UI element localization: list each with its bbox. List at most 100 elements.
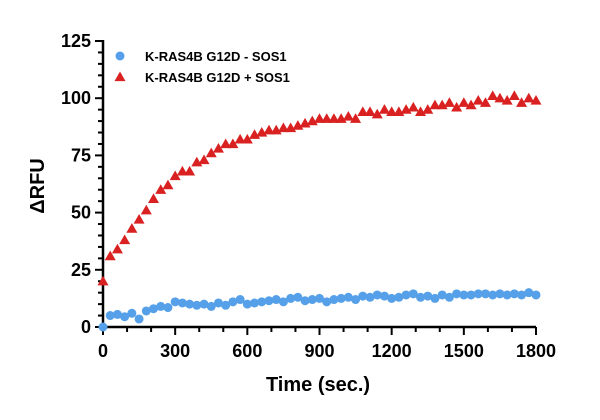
data-point [264,296,274,306]
data-point [307,295,317,305]
data-point [350,113,362,123]
data-point [271,295,281,305]
data-point [199,299,209,309]
data-point [357,106,369,117]
legend-label: K-RAS4B G12D + SOS1 [145,70,290,85]
x-tick-label: 300 [160,341,190,361]
data-point [234,133,246,144]
data-marks [97,90,542,332]
data-point [423,291,433,301]
data-point [371,108,383,119]
data-point [192,300,202,310]
x-tick-label: 1500 [444,341,484,361]
data-point [315,293,324,303]
data-point [321,113,333,123]
data-point [408,289,418,299]
x-axis-title: Time (sec.) [266,374,370,396]
data-point [508,90,520,101]
legend-marker [114,71,126,82]
data-point [422,104,434,114]
data-point [148,193,160,203]
data-point [177,298,187,308]
data-point [473,289,483,299]
data-point [416,292,426,302]
data-point [221,300,231,310]
x-tick-label: 600 [232,341,262,361]
data-point [509,289,519,299]
y-tick-label: 0 [81,317,91,337]
data-point [387,293,397,303]
data-point [314,113,325,123]
data-point [336,293,346,303]
data-point [342,111,354,121]
y-tick-label: 125 [61,31,91,51]
data-point [112,309,122,319]
axis-ticks: 0 25 50 75 100 125 0 300 600 900 1200 1500 1800 [61,31,556,361]
data-point [443,97,455,107]
series-2 [97,90,542,286]
data-point [206,301,216,311]
data-point [329,295,339,305]
data-point [286,293,296,303]
data-point [277,122,289,133]
data-point [343,292,353,302]
data-point [133,213,145,224]
data-point [170,297,180,307]
x-tick-label: 900 [304,341,334,361]
data-point [364,106,376,117]
data-point [141,306,151,316]
data-point [300,296,310,306]
data-point [184,165,196,176]
data-point [163,303,173,313]
data-point [479,97,491,107]
data-point [328,113,340,123]
data-point [212,143,224,153]
data-point [465,99,477,110]
data-point [531,290,541,300]
data-point [185,299,195,309]
data-point [228,297,238,307]
data-point [365,292,375,302]
y-tick-label: 25 [71,260,91,280]
data-point [530,94,542,105]
data-point [517,290,527,300]
data-point [176,165,188,176]
data-point [437,290,447,300]
data-point [241,133,253,144]
x-tick-label: 1200 [372,341,412,361]
data-point [378,104,390,114]
legend-marker [115,51,125,61]
data-point [495,289,505,299]
data-point [293,292,303,302]
data-point [220,138,232,149]
data-point [140,204,152,215]
data-point [98,322,108,332]
data-point [429,99,441,110]
data-point [458,97,470,107]
data-point [104,250,116,261]
data-point [466,290,476,300]
data-point [134,314,144,324]
data-point [205,147,217,158]
y-tick-label: 100 [61,88,91,108]
data-point [322,297,332,307]
y-tick-label: 75 [71,145,91,165]
data-point [459,290,469,300]
data-point [452,289,462,299]
x-tick-label: 0 [98,341,108,361]
data-point [386,106,398,117]
data-point [263,124,275,135]
data-point [444,292,454,302]
data-point [451,101,463,112]
data-point [155,184,167,194]
data-point [394,292,404,302]
data-point [480,289,490,299]
data-point [351,295,361,305]
data-point [488,290,498,300]
data-point [126,223,138,233]
data-point [523,92,535,103]
data-point [407,101,419,112]
data-point [242,299,252,309]
data-point [227,138,239,149]
